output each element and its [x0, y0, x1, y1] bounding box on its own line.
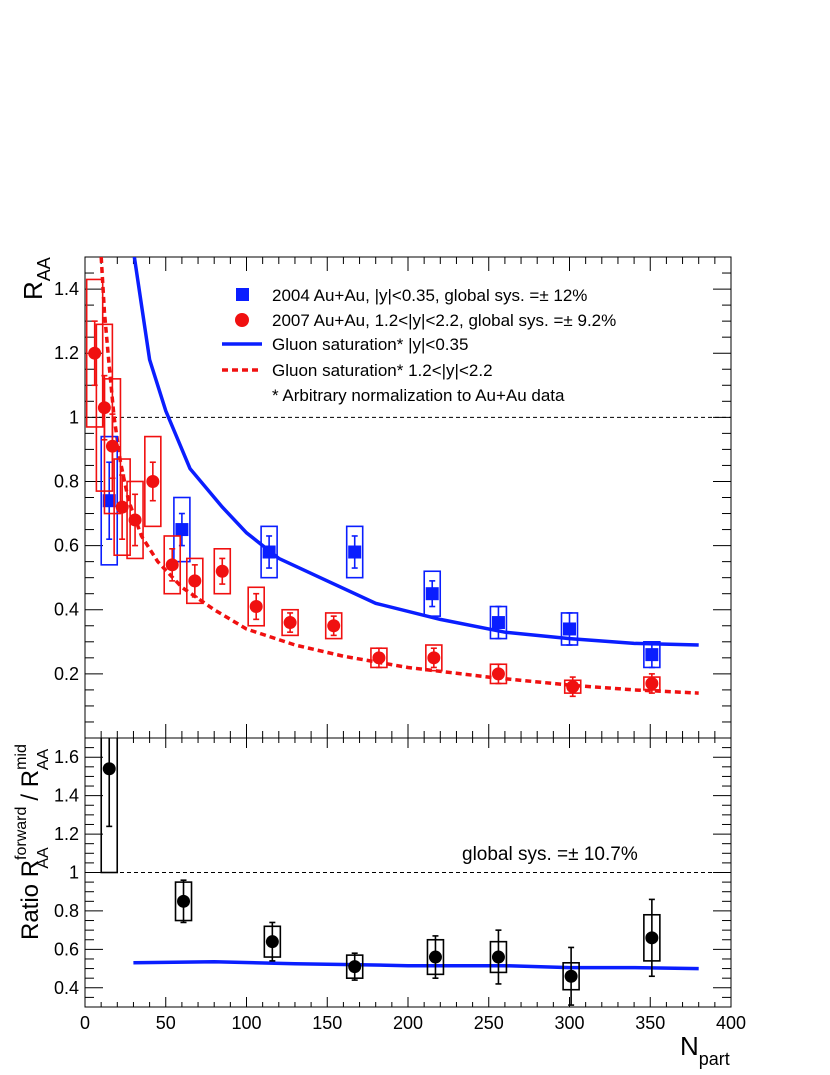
bottom-ylabel: Ratio Rforward AA / Rmid AA: [13, 744, 52, 940]
bottom-annotation: global sys. =± 10.7%: [462, 844, 638, 865]
bottom-ytick-label: 0.4: [54, 978, 79, 998]
legend-entry-2004: 2004 Au+Au, |y|<0.35, global sys. =± 12%: [272, 286, 587, 305]
top-ytick-label: 1: [69, 407, 79, 427]
top-point-square: [491, 616, 505, 630]
top-sys-box: [281, 608, 299, 637]
top-sys-box: [425, 644, 443, 672]
top-sys-box: [173, 496, 191, 563]
top-point-circle: [645, 676, 659, 690]
top-point-square: [645, 648, 659, 662]
bottom-ytick-label: 1: [69, 863, 79, 883]
legend-entry-2007: 2007 Au+Au, 1.2<|y|<2.2, global sys. =± …: [272, 311, 616, 330]
top-ytick-label: 0.4: [54, 600, 79, 620]
legend-entry-gluon-mid: Gluon saturation* |y|<0.35: [272, 335, 468, 354]
top-sys-box: [213, 548, 232, 595]
top-point-square: [262, 545, 276, 559]
top-panel: 0.2 0.4 0.6 0.8 1 1.2 1.4: [54, 256, 732, 739]
top-point-circle: [566, 680, 580, 694]
legend-marker-blue-square: [236, 288, 249, 301]
bottom-xtick-label: 400: [716, 1013, 746, 1033]
top-plot-area: [85, 257, 699, 698]
top-point-circle: [283, 616, 297, 630]
bottom-xtick-label: 200: [393, 1013, 423, 1033]
top-curve-red-dashed: [99, 257, 699, 695]
top-point-circle: [491, 667, 505, 681]
bottom-xtick-label: 250: [474, 1013, 504, 1033]
bottom-ytick-label: 1.4: [54, 786, 79, 806]
bottom-point-circle: [428, 950, 442, 964]
top-point-square: [425, 587, 439, 601]
top-ytick-label: 1.2: [54, 343, 79, 363]
top-point-circle: [105, 439, 119, 453]
top-point-circle: [146, 474, 160, 488]
top-point-circle: [115, 500, 129, 514]
top-point-circle: [327, 619, 341, 633]
top-ytick-label: 0.8: [54, 471, 79, 491]
bottom-xtick-label: 100: [231, 1013, 261, 1033]
bottom-xtick-label: 300: [554, 1013, 584, 1033]
bottom-point-circle: [177, 894, 191, 908]
bottom-ytick-label: 1.6: [54, 747, 79, 767]
top-sys-box: [163, 535, 182, 595]
bottom-point-circle: [102, 762, 116, 776]
top-ytick-label: 0.2: [54, 664, 79, 684]
top-point-square: [348, 545, 362, 559]
top-point-circle: [249, 600, 263, 614]
top-sys-box: [423, 570, 442, 617]
xlabel: Npart: [680, 1031, 730, 1069]
top-point-circle: [427, 651, 441, 665]
top-sys-box: [113, 458, 131, 557]
top-point-circle: [128, 513, 142, 527]
top-point-circle: [188, 574, 202, 588]
bottom-point-circle: [491, 950, 505, 964]
top-sys-box: [85, 278, 104, 428]
top-curve-blue: [132, 257, 699, 647]
bottom-point-circle: [348, 960, 362, 974]
bottom-ytick-label: 1.2: [54, 824, 79, 844]
top-point-circle: [165, 558, 179, 572]
top-sys-box: [345, 525, 364, 579]
bottom-xtick-label: 0: [80, 1013, 90, 1033]
top-sys-box: [186, 557, 204, 605]
bottom-ytick-label: 0.6: [54, 939, 79, 959]
top-ylabel: RAA: [18, 257, 54, 300]
top-point-square: [175, 523, 189, 537]
top-sys-box: [103, 378, 122, 515]
legend-entry-note: * Arbitrary normalization to Au+Au data: [272, 386, 565, 405]
top-ytick-label: 0.6: [54, 536, 79, 556]
bottom-xtick-label: 150: [312, 1013, 342, 1033]
legend-marker-red-circle: [235, 313, 249, 327]
bottom-curve-blue: [133, 960, 699, 971]
top-sys-box: [260, 525, 278, 579]
top-sys-box: [126, 480, 144, 560]
bottom-point-circle: [564, 969, 578, 983]
bottom-panel: 0.4 0.6 0.8 1 1.2 1.4 1.6 0 50 100 150 200 250 300 350…: [54, 737, 746, 1033]
top-point-square: [563, 622, 576, 636]
top-point-circle: [372, 651, 386, 665]
bottom-point-circle: [645, 931, 659, 945]
legend-entry-gluon-forward: Gluon saturation* 1.2<|y|<2.2: [272, 361, 493, 380]
top-ytick-label: 1.4: [54, 279, 79, 299]
bottom-xtick-label: 350: [635, 1013, 665, 1033]
top-sys-box: [324, 612, 343, 640]
legend: 2004 Au+Au, |y|<0.35, global sys. =± 12%…: [222, 286, 616, 405]
bottom-xtick-label: 50: [156, 1013, 176, 1033]
bottom-plot-area: [100, 738, 699, 1006]
bottom-ytick-label: 0.8: [54, 901, 79, 921]
top-sys-box: [247, 586, 265, 627]
top-sys-box: [144, 435, 162, 528]
bottom-sys-box: [100, 738, 119, 874]
top-point-square: [102, 494, 116, 508]
top-point-circle: [88, 346, 102, 360]
bottom-point-circle: [265, 935, 279, 949]
top-point-circle: [215, 564, 229, 578]
top-sys-box: [100, 435, 119, 566]
